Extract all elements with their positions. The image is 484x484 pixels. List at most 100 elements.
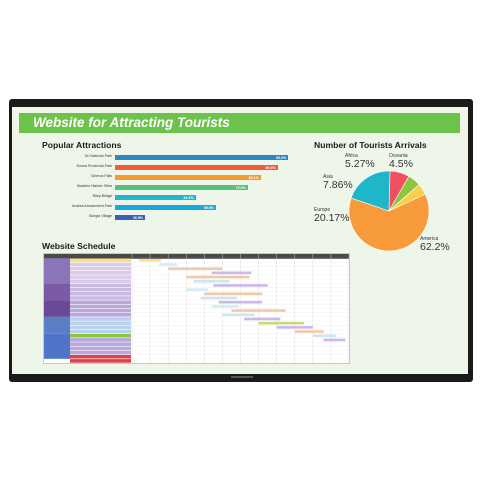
gantt-task-cell (70, 271, 131, 275)
pie-label-name: Asia (323, 174, 333, 180)
pie-label-name: Africa (345, 153, 358, 159)
title-banner: Website for Attracting Tourists (19, 113, 460, 133)
gantt-grid (44, 254, 350, 364)
gantt-task-cell (70, 312, 131, 317)
gantt-task-bar (244, 317, 281, 321)
gantt-task-cell (70, 262, 131, 267)
pie-slice-europe (350, 170, 391, 212)
gantt-task-bar (139, 258, 161, 262)
gantt-task-cell (70, 338, 131, 342)
bar-value-label: 89.4% (265, 165, 276, 170)
monitor-logo (231, 376, 253, 378)
gantt-header (44, 254, 349, 260)
gantt-phase-block (44, 316, 70, 334)
gantt-task-cell (70, 296, 131, 300)
gantt-task-cell (70, 346, 131, 351)
pie-label-percent: 7.86% (323, 179, 353, 191)
gantt-task-cell (70, 350, 131, 355)
tourist-arrivals-pie (348, 170, 430, 252)
gantt-task-bar (312, 334, 337, 338)
bar-label: Riley Bridge (92, 194, 112, 198)
gantt-task-cell (70, 354, 131, 359)
pie-label-percent: 5.27% (345, 158, 375, 170)
bar-value-label: 80.1% (248, 175, 259, 180)
pie-slice-america (348, 193, 430, 252)
attraction-bar: 80.1% (115, 175, 261, 180)
pie-label-oceania: Oceania 4.5% (389, 154, 413, 170)
gantt-task-cell (70, 258, 131, 263)
bar-label: Emma Provincial Park (76, 164, 112, 168)
bar-label: Madden Historic Sites (77, 184, 112, 188)
pie-label-name: Oceania (389, 153, 408, 159)
pie-label-africa: Africa 5.27% (345, 154, 375, 170)
bar-value-label: 44.3% (183, 195, 194, 200)
gantt-task-bar (186, 275, 250, 279)
pie-label-percent: 20.17% (314, 212, 350, 224)
pie-slice-oceania (388, 184, 426, 212)
pie-label-asia: Asia 7.86% (323, 175, 353, 191)
gantt-task-cell (70, 325, 131, 330)
gantt-task-bar (213, 284, 268, 287)
schedule-gantt (43, 253, 350, 364)
attraction-bar: 44.3% (115, 195, 196, 200)
gantt-task-bar (193, 279, 230, 283)
gantt-task-cell (70, 317, 131, 321)
gantt-task-cell (70, 292, 131, 296)
attraction-bar: 89.4% (115, 165, 278, 170)
pie-label-percent: 4.5% (389, 158, 413, 170)
bar-label: Andrea Amusement Park (72, 204, 112, 208)
page-title: Website for Attracting Tourists (33, 115, 230, 130)
bar-label: Giorgio Village (88, 214, 112, 218)
gantt-task-bar (186, 288, 208, 291)
attraction-bar: 95.2% (115, 155, 289, 160)
gantt-phase-block (44, 283, 70, 301)
pie-label-europe: Europe 20.17% (314, 208, 350, 224)
gantt-phase-block (44, 300, 70, 317)
bar-value-label: 55.5% (203, 205, 214, 210)
gantt-task-bar (258, 321, 304, 325)
gantt-task-bar (231, 309, 286, 312)
pie-label-name: America (420, 236, 439, 242)
monitor-screen: Website for Attracting Tourists Popular … (12, 107, 468, 374)
attraction-bar: 55.5% (115, 205, 216, 210)
bar-value-label: 95.2% (276, 155, 287, 160)
tourist-arrivals-heading: Number of Tourists Arrivals (314, 140, 427, 150)
gantt-task-cell (70, 329, 131, 334)
bar-label: Gn National Park (84, 154, 112, 158)
gantt-task-cell (70, 304, 131, 309)
gantt-task-bar (211, 305, 239, 308)
pie-label-america: America 62.2% (420, 237, 450, 253)
gantt-task-bar (323, 338, 346, 342)
gantt-task-cell (70, 275, 131, 279)
pie-label-percent: 62.2% (420, 241, 450, 253)
gantt-task-cell (70, 283, 131, 288)
gantt-task-bar (168, 267, 223, 270)
gantt-task-bar (218, 300, 263, 304)
gantt-task-cell (70, 359, 131, 363)
pie-label-name: Europe (314, 207, 331, 213)
bar-value-label: 16.5% (132, 215, 144, 220)
gantt-task-cell (70, 333, 131, 338)
attraction-bar: 16.5% (115, 215, 146, 220)
gantt-task-cell (70, 279, 131, 284)
gantt-task-bar (211, 271, 252, 275)
gantt-task-cell (70, 308, 131, 313)
attraction-bar: 73.0% (115, 185, 248, 190)
gantt-task-cell (70, 342, 131, 346)
gantt-task-cell (70, 266, 131, 271)
bar-label: Ginevra Falls (90, 174, 112, 178)
website-schedule-heading: Website Schedule (42, 241, 116, 251)
gantt-task-bar (222, 313, 255, 317)
bar-value-label: 73.0% (235, 185, 246, 190)
gantt-task-bar (204, 292, 263, 296)
gantt-phase-block (44, 333, 70, 359)
gantt-task-bar (159, 263, 178, 266)
gantt-task-bar (276, 326, 313, 329)
gantt-task-cell (70, 287, 131, 292)
gantt-task-bar (200, 296, 237, 300)
gantt-task-cell (70, 300, 131, 305)
gantt-phase-block (44, 258, 70, 284)
gantt-task-cell (70, 321, 131, 325)
gantt-task-bar (294, 330, 324, 333)
popular-attractions-heading: Popular Attractions (42, 140, 122, 150)
